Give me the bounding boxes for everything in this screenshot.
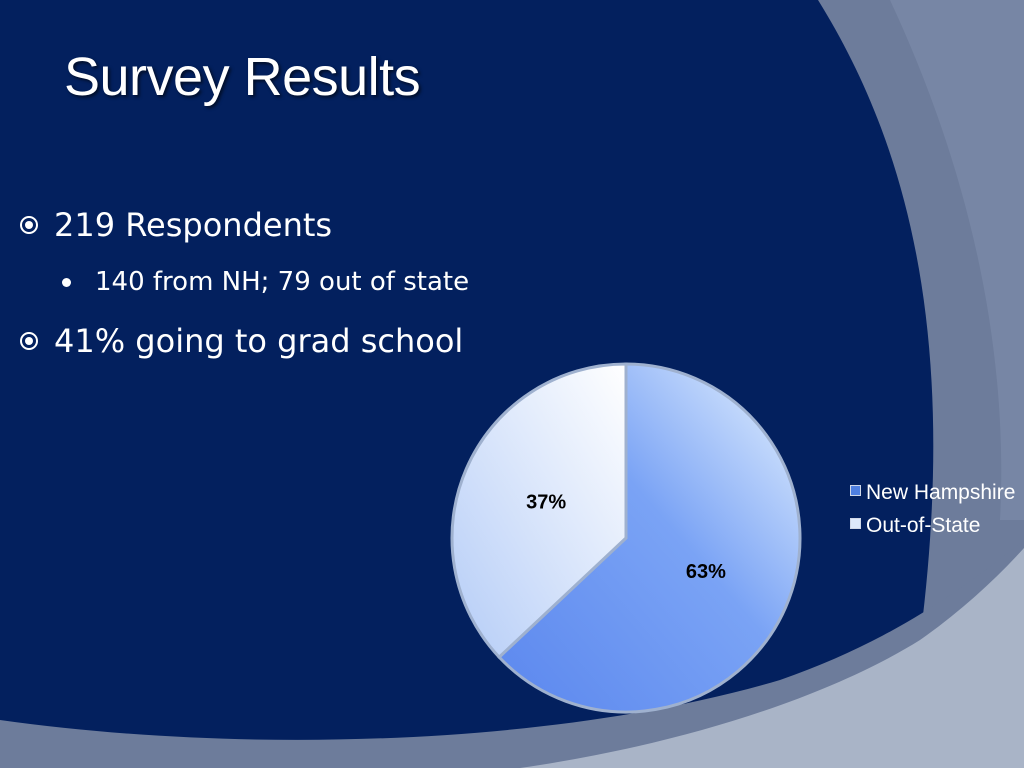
bullet-respondents: 219 Respondents	[20, 206, 332, 244]
legend-label: New Hampshire	[866, 481, 1016, 504]
bullet-text: 219 Respondents	[54, 206, 333, 244]
background-arc-highlight	[890, 0, 1024, 520]
target-bullet-icon	[20, 216, 38, 234]
legend-item-new-hampshire: New Hampshire	[850, 478, 1020, 507]
legend-item-out-of-state: Out-of-State	[850, 511, 1020, 540]
pie-slices	[450, 362, 802, 714]
sub-bullet-text: 140 from NH; 79 out of state	[95, 267, 470, 297]
sub-bullet-origin: 140 from NH; 79 out of state	[62, 267, 469, 297]
slide-title: Survey Results	[64, 47, 421, 107]
chart-legend: New Hampshire Out-of-State	[850, 478, 1020, 544]
background-arc-corner	[520, 548, 1024, 768]
pie-data-labels: 63% 37%	[526, 492, 726, 583]
pie-slice-new-hampshire	[497, 362, 802, 714]
pie-slice-out-of-state	[450, 362, 628, 660]
bullet-grad-school: 41% going to grad school	[20, 322, 463, 360]
bullet-text: 41% going to grad school	[54, 322, 464, 360]
legend-label: Out-of-State	[866, 514, 981, 537]
target-bullet-icon	[20, 332, 38, 350]
data-label-new-hampshire: 63%	[686, 561, 726, 583]
legend-swatch-out-of-state	[850, 518, 861, 529]
data-label-out-of-state: 37%	[526, 492, 566, 514]
dot-bullet-icon	[62, 277, 71, 287]
legend-swatch-new-hampshire	[850, 485, 861, 496]
